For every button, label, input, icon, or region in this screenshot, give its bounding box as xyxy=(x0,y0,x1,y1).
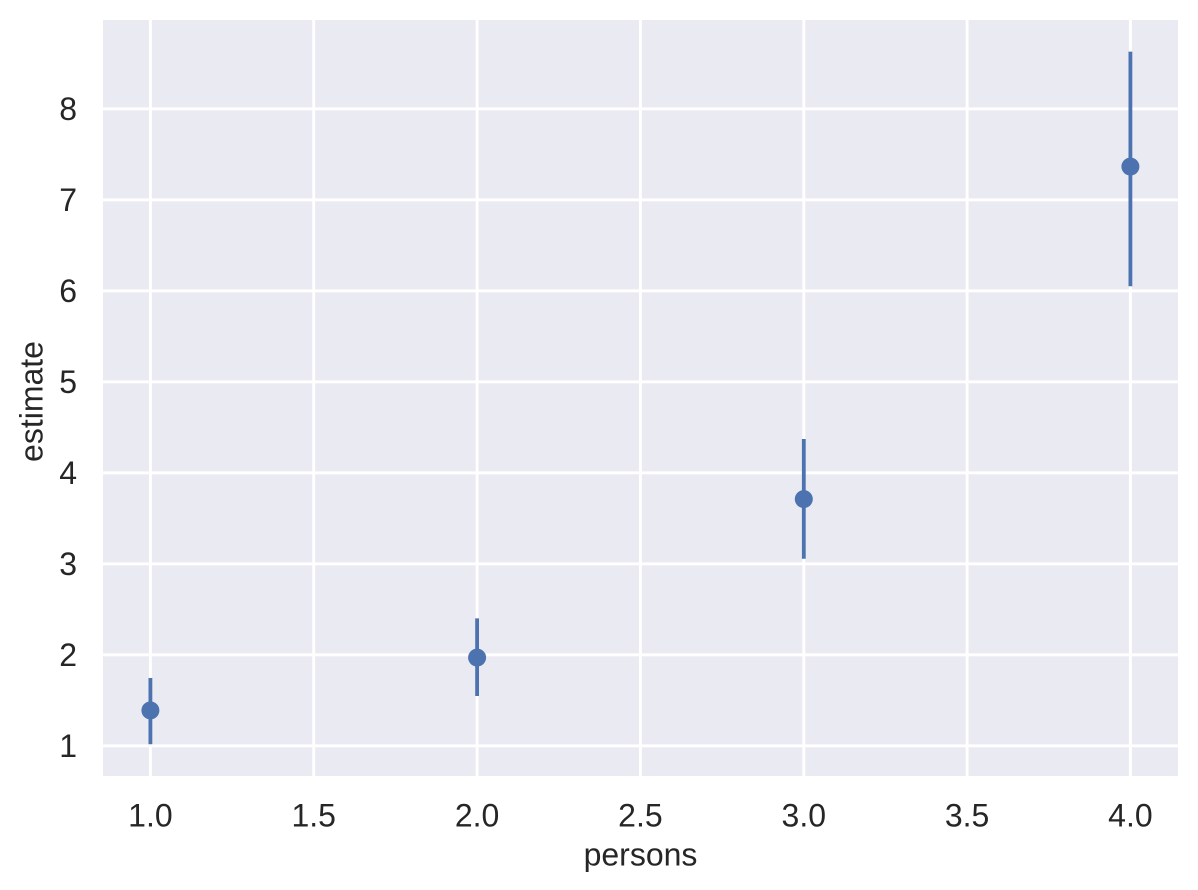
svg-text:1.0: 1.0 xyxy=(128,798,172,834)
svg-text:1: 1 xyxy=(59,728,77,764)
svg-text:3: 3 xyxy=(59,546,77,582)
svg-text:2.5: 2.5 xyxy=(618,798,662,834)
svg-text:1.5: 1.5 xyxy=(291,798,335,834)
svg-text:persons: persons xyxy=(584,837,698,873)
svg-text:3.5: 3.5 xyxy=(945,798,989,834)
svg-text:2: 2 xyxy=(59,637,77,673)
svg-text:3.0: 3.0 xyxy=(782,798,826,834)
svg-text:estimate: estimate xyxy=(14,341,50,462)
svg-text:2.0: 2.0 xyxy=(455,798,499,834)
svg-text:4.0: 4.0 xyxy=(1108,798,1152,834)
svg-text:5: 5 xyxy=(59,364,77,400)
svg-text:6: 6 xyxy=(59,273,77,309)
svg-text:4: 4 xyxy=(59,455,77,491)
svg-text:7: 7 xyxy=(59,182,77,218)
svg-text:8: 8 xyxy=(59,91,77,127)
